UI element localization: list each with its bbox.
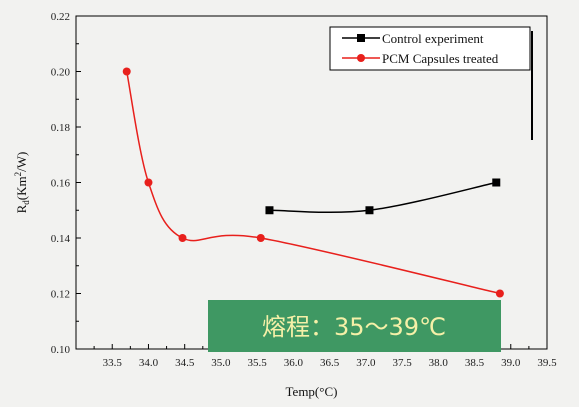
y-tick-label: 0.20 bbox=[51, 67, 71, 79]
y-axis-title-sub: d bbox=[21, 200, 31, 205]
y-tick-label: 0.12 bbox=[51, 289, 70, 301]
x-axis-title: Temp(°C) bbox=[286, 384, 338, 399]
x-tick-label: 39.5 bbox=[537, 357, 557, 369]
y-tick-label: 0.22 bbox=[51, 11, 70, 23]
x-tick-label: 37.5 bbox=[392, 357, 412, 369]
series-1-curve bbox=[125, 71, 501, 295]
x-tick-label: 34.0 bbox=[139, 357, 159, 369]
y-axis-title-main: R bbox=[14, 204, 29, 213]
series-0-point bbox=[492, 178, 501, 187]
x-tick-label: 39.0 bbox=[501, 357, 521, 369]
x-tick-label: 34.5 bbox=[175, 357, 195, 369]
x-tick-label: 38.0 bbox=[429, 357, 449, 369]
series-1-point bbox=[144, 178, 153, 187]
x-tick-label: 37.0 bbox=[356, 357, 376, 369]
y-axis-title-sup: 2 bbox=[13, 172, 23, 177]
series-1-point bbox=[178, 234, 187, 242]
y-tick-label: 0.14 bbox=[51, 233, 71, 245]
y-tick-label: 0.16 bbox=[51, 178, 71, 190]
x-tick-label: 35.0 bbox=[211, 357, 231, 369]
annotation-banner-bg bbox=[208, 300, 501, 352]
data-markers bbox=[122, 67, 504, 298]
series-1-point bbox=[495, 289, 504, 298]
series-1-point bbox=[256, 234, 265, 242]
y-axis-title-unit-open: (Km bbox=[14, 176, 29, 200]
x-tick-label: 36.5 bbox=[320, 357, 340, 369]
series-0-point bbox=[265, 206, 274, 215]
series-0-curve bbox=[269, 181, 497, 214]
series-1-point bbox=[122, 67, 131, 76]
y-axis-title: Rd(Km2/W) bbox=[13, 152, 31, 214]
y-axis-title-unit-close: /W) bbox=[14, 152, 29, 172]
legend-marker-control bbox=[357, 34, 365, 42]
annotation-banner: 熔程：35～39℃ bbox=[208, 300, 501, 352]
legend-label-pcm: PCM Capsules treated bbox=[382, 51, 499, 66]
x-tick-label: 36.0 bbox=[284, 357, 304, 369]
fit-curves bbox=[125, 71, 501, 295]
series-0-point bbox=[365, 206, 374, 215]
x-tick-label: 38.5 bbox=[465, 357, 485, 369]
legend-marker-pcm bbox=[357, 54, 365, 62]
annotation-text: 熔程：35～39℃ bbox=[262, 313, 446, 341]
legend: Control experiment PCM Capsules treated bbox=[329, 26, 531, 71]
legend-label-control: Control experiment bbox=[382, 31, 484, 46]
x-tick-label: 33.5 bbox=[103, 357, 123, 369]
y-tick-label: 0.18 bbox=[51, 122, 71, 134]
x-tick-label: 35.5 bbox=[248, 357, 268, 369]
y-tick-label: 0.10 bbox=[51, 344, 71, 356]
